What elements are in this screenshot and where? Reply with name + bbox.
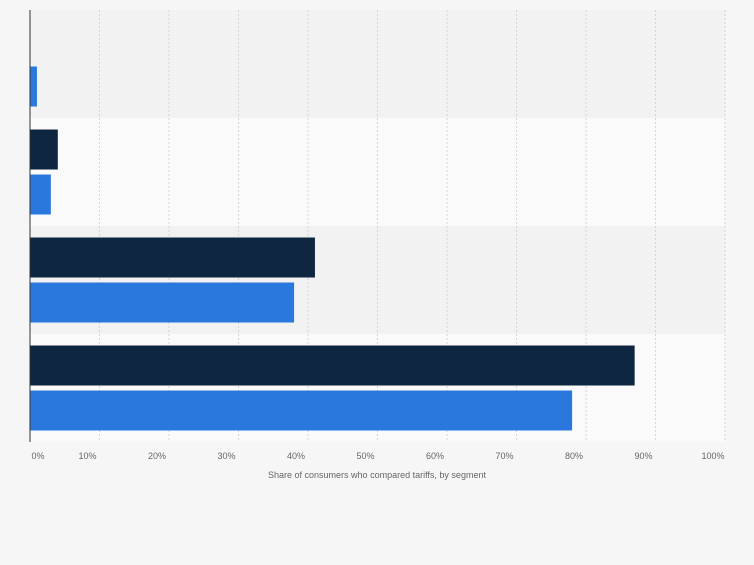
x-tick-label: 90% xyxy=(634,451,652,461)
x-axis-title: Share of consumers who compared tariffs,… xyxy=(268,470,486,480)
x-tick-label: 40% xyxy=(287,451,305,461)
bar[interactable] xyxy=(30,390,573,431)
x-tick-label: 80% xyxy=(565,451,583,461)
bar[interactable] xyxy=(30,237,315,278)
x-tick-label: 70% xyxy=(495,451,513,461)
x-tick-label: 30% xyxy=(217,451,235,461)
x-tick-label: 50% xyxy=(356,451,374,461)
bars xyxy=(30,66,635,431)
bar[interactable] xyxy=(30,66,37,107)
x-tick-label: 0% xyxy=(31,451,44,461)
bar[interactable] xyxy=(30,345,635,386)
bar[interactable] xyxy=(30,282,295,323)
x-tick-label: 20% xyxy=(148,451,166,461)
bar[interactable] xyxy=(30,174,51,215)
x-tick-label: 100% xyxy=(701,451,724,461)
x-tick-label: 10% xyxy=(78,451,96,461)
x-axis-ticks: 0% 10% 20% 30% 40% 50% 60% 70% 80% 90% 100% xyxy=(31,451,724,461)
bar[interactable] xyxy=(30,129,58,170)
x-tick-label: 60% xyxy=(426,451,444,461)
